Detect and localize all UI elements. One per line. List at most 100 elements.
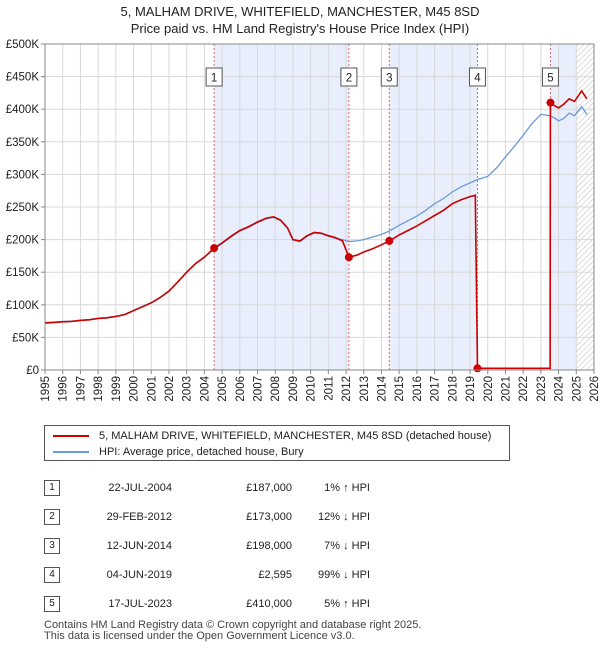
x-tick-label: 2009	[288, 376, 300, 402]
sale-label-text: 3	[386, 73, 392, 85]
table-row: 2 29-FEB-2012 £173,000 12% ↓ HPI	[44, 502, 370, 531]
x-tick-label: 1999	[111, 376, 123, 402]
x-tick-label: 2013	[359, 376, 371, 402]
x-tick-label: 2011	[323, 376, 335, 401]
sale-point-5	[546, 98, 555, 107]
x-tick-label: 1998	[93, 376, 105, 402]
x-tick-label: 2020	[483, 376, 495, 402]
y-tick-label: £200K	[6, 235, 40, 247]
x-tick-label: 2004	[199, 375, 211, 401]
legend-item-price: 5, MALHAM DRIVE, WHITEFIELD, MANCHESTER,…	[53, 429, 491, 443]
y-tick-label: £0	[26, 365, 39, 377]
x-tick-label: 2005	[217, 376, 229, 402]
legend-label-price: 5, MALHAM DRIVE, WHITEFIELD, MANCHESTER,…	[99, 430, 492, 442]
sale-point-4	[473, 364, 482, 373]
sale-label-box	[380, 67, 398, 87]
x-tick-label: 2012	[341, 376, 353, 402]
y-tick-label: £300K	[6, 169, 40, 181]
sale-date: 29-FEB-2012	[106, 510, 172, 523]
sale-price: £198,000	[246, 539, 292, 552]
x-tick-label: 2023	[536, 376, 548, 402]
sale-hpi-diff: 7% ↓ HPI	[324, 539, 370, 552]
sale-date: 04-JUN-2019	[106, 568, 172, 581]
sale-label-1: 1	[205, 67, 223, 87]
sale-label-box	[541, 67, 559, 87]
x-tick-label: 2021	[500, 376, 512, 402]
sale-point-3	[385, 236, 394, 245]
sale-label-5: 5	[541, 67, 559, 87]
sale-price: £2,595	[258, 568, 292, 581]
sale-date: 12-JUN-2014	[106, 539, 172, 552]
footer-licence: This data is licensed under the Open Gov…	[44, 630, 355, 642]
chart-subtitle: Price paid vs. HM Land Registry's House …	[130, 21, 470, 36]
y-tick-label: £500K	[6, 39, 40, 51]
x-tick-label: 2022	[518, 376, 530, 402]
x-tick-label: 2006	[235, 376, 247, 402]
sale-label-text: 1	[211, 73, 217, 85]
x-tick-label: 2016	[412, 376, 424, 402]
table-row: 1 22-JUL-2004 £187,000 1% ↑ HPI	[44, 473, 370, 502]
y-tick-label: £50K	[12, 332, 39, 344]
x-tick-label: 2003	[182, 376, 194, 402]
x-tick-label: 2000	[129, 376, 141, 402]
x-tick-label: 2002	[164, 376, 176, 402]
x-tick-label: 2014	[377, 375, 389, 401]
sale-number: 3	[44, 537, 60, 554]
sale-label-box	[205, 67, 223, 87]
sale-label-2: 2	[340, 67, 358, 87]
legend: 5, MALHAM DRIVE, WHITEFIELD, MANCHESTER,…	[44, 425, 510, 461]
sale-label-text: 5	[547, 73, 553, 85]
sale-price: £173,000	[246, 510, 292, 523]
x-tick-label: 1995	[40, 376, 52, 402]
x-tick-label: 2018	[447, 376, 459, 402]
price-chart: 1 2 3 4 5 £0 £50K £100K £150K £200K £250K £300K £350…	[6, 39, 600, 402]
y-tick-label: £250K	[6, 202, 40, 214]
x-tick-label: 2019	[465, 376, 477, 402]
table-row: 3 12-JUN-2014 £198,000 7% ↓ HPI	[44, 531, 370, 560]
footer-copyright: Contains HM Land Registry data © Crown c…	[44, 619, 422, 631]
sale-point-1	[210, 244, 219, 253]
x-tick-label: 2007	[253, 376, 265, 402]
chart-title: 5, MALHAM DRIVE, WHITEFIELD, MANCHESTER,…	[120, 4, 480, 19]
legend-swatch-price	[53, 435, 89, 437]
y-tick-label: £350K	[6, 137, 40, 149]
table-row: 5 17-JUL-2023 £410,000 5% ↑ HPI	[44, 589, 370, 618]
sale-label-text: 4	[474, 73, 481, 85]
x-tick-label: 2001	[146, 376, 158, 402]
x-tick-label: 2017	[430, 376, 442, 402]
sale-number: 1	[44, 479, 60, 496]
sale-date: 17-JUL-2023	[108, 597, 172, 610]
legend-label-hpi: HPI: Average price, detached house, Bury	[99, 446, 304, 458]
y-tick-label: £450K	[6, 72, 40, 84]
chart-title-block: 5, MALHAM DRIVE, WHITEFIELD, MANCHESTER,…	[0, 3, 600, 37]
x-tick-label: 2015	[394, 376, 406, 402]
sale-hpi-diff: 12% ↓ HPI	[318, 510, 370, 523]
legend-swatch-hpi	[53, 451, 89, 453]
x-tick-label: 1997	[75, 376, 87, 402]
y-tick-label: £100K	[6, 300, 40, 312]
sale-date: 22-JUL-2004	[108, 481, 172, 494]
sale-hpi-diff: 1% ↑ HPI	[324, 481, 370, 494]
sale-label-3: 3	[380, 67, 398, 87]
sale-hpi-diff: 99% ↓ HPI	[318, 568, 370, 581]
sale-number: 2	[44, 508, 60, 525]
sale-point-2	[344, 253, 353, 262]
x-tick-label: 1996	[58, 376, 70, 402]
sale-label-text: 2	[346, 73, 352, 85]
x-tick-label: 2008	[270, 376, 282, 402]
legend-item-hpi: HPI: Average price, detached house, Bury	[53, 445, 304, 459]
sale-label-box	[340, 67, 358, 87]
transactions-table: 1 22-JUL-2004 £187,000 1% ↑ HPI 2 29-FEB-2012…	[44, 473, 370, 618]
sale-number: 5	[44, 595, 60, 612]
x-tick-label: 2024	[554, 375, 566, 401]
sale-price: £410,000	[246, 597, 292, 610]
x-tick-label: 2025	[571, 376, 583, 402]
table-row: 4 04-JUN-2019 £2,595 99% ↓ HPI	[44, 560, 370, 589]
sale-price: £187,000	[246, 481, 292, 494]
x-tick-label: 2010	[306, 376, 318, 402]
price-paid-line	[44, 89, 588, 370]
y-tick-label: £400K	[6, 104, 40, 116]
sale-label-4: 4	[468, 67, 486, 87]
sale-number: 4	[44, 566, 60, 583]
sale-label-box	[468, 67, 486, 87]
